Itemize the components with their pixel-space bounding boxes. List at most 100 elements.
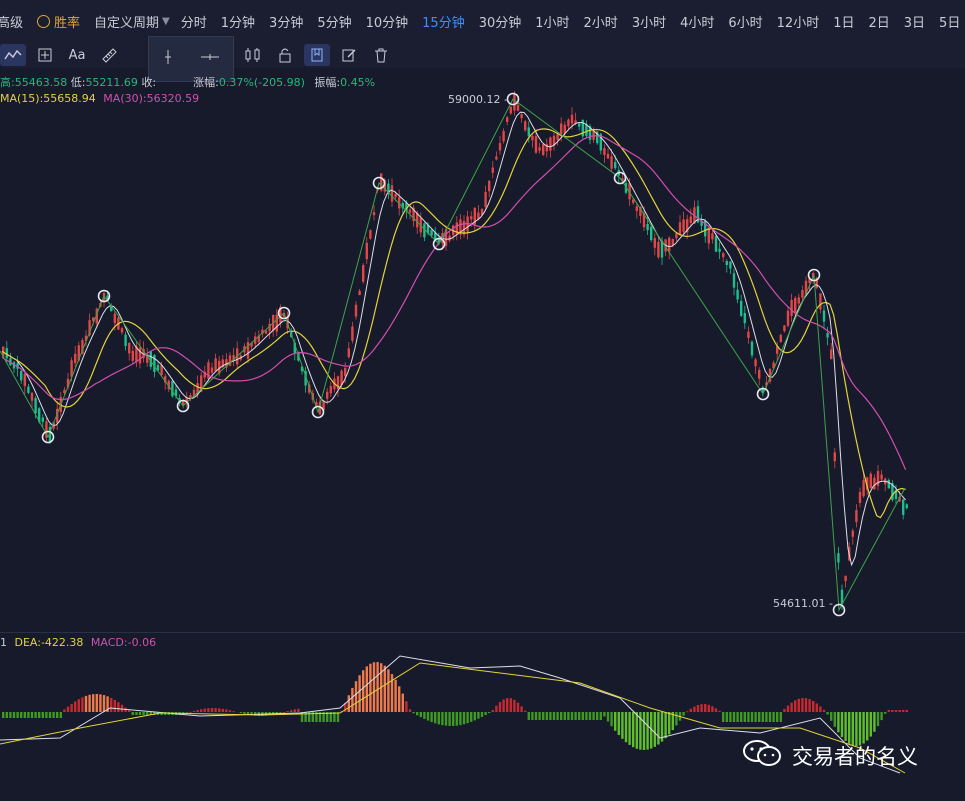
macd-bar	[632, 712, 635, 748]
amp-value: 0.45%	[340, 76, 376, 89]
macd-bar	[318, 712, 322, 722]
macd-bar	[38, 712, 41, 718]
macd-bar	[894, 710, 898, 712]
macd-bar	[585, 712, 588, 720]
macd-bar	[858, 712, 862, 746]
macd-bar	[495, 705, 498, 712]
macd-bar	[642, 712, 646, 750]
macd-bar	[200, 709, 203, 712]
macd-bar	[423, 712, 426, 719]
macd-bar	[696, 705, 700, 712]
macd-bar	[527, 712, 530, 720]
macd-bar	[387, 669, 390, 712]
macd-bar	[84, 695, 88, 712]
period-tab-label: 1分钟	[220, 15, 256, 31]
macd-bar	[142, 712, 145, 715]
period-tab-15[interactable]: 12小时	[770, 12, 827, 31]
period-tab-19[interactable]: 5日	[932, 12, 965, 31]
period-tab-2[interactable]: 自定义周期	[87, 12, 166, 31]
ma30-line	[1, 135, 907, 470]
period-tab-label: 4小时	[680, 15, 715, 31]
macd-bar	[135, 712, 138, 715]
edit-icon[interactable]	[336, 44, 362, 66]
macd-bar	[750, 712, 754, 722]
period-tab-5[interactable]: 3分钟	[262, 12, 310, 31]
period-tab-label: 胜率	[54, 15, 81, 31]
macd-bar	[394, 679, 397, 712]
period-tab-8[interactable]: 15分钟	[415, 12, 472, 31]
macd-bar	[430, 712, 433, 723]
macd-readout: 1 DEA:-422.38 MACD:-0.06	[0, 636, 156, 649]
macd-bar	[812, 700, 815, 712]
macd-bar	[99, 694, 102, 712]
macd-bar	[509, 698, 512, 712]
period-tab-17[interactable]: 2日	[861, 12, 896, 31]
period-tab-6[interactable]: 5分钟	[310, 12, 358, 31]
macd-bar	[542, 712, 545, 720]
period-tab-16[interactable]: 1日	[826, 12, 861, 31]
macd-bar	[660, 712, 664, 742]
period-tab-18[interactable]: 3日	[897, 12, 932, 31]
macd-bar	[333, 712, 336, 722]
candlestick-chart[interactable]: 59000.12 - 54611.01 -	[0, 68, 965, 801]
period-tab-11[interactable]: 2小时	[577, 12, 625, 31]
period-tab-10[interactable]: 1小时	[528, 12, 576, 31]
period-tab-4[interactable]: 1分钟	[214, 12, 262, 31]
macd-bar	[592, 712, 595, 720]
line-tool-popup	[148, 36, 234, 82]
candle-icon[interactable]	[240, 44, 266, 66]
macd-bar	[473, 712, 476, 721]
macd-bar	[822, 709, 826, 712]
period-tab-7[interactable]: 10分钟	[359, 12, 416, 31]
macd-bar	[552, 712, 556, 720]
horizontal-line-icon[interactable]	[199, 50, 221, 68]
crosshair-icon[interactable]	[32, 44, 58, 66]
macd-bar	[315, 712, 318, 722]
period-tab-1[interactable]: 胜率	[30, 12, 87, 31]
pane-divider[interactable]	[0, 632, 965, 633]
macd-bar	[110, 697, 113, 712]
period-toolbar: 高级 胜率 自定义周期 ▼ 分时 1分钟 3分钟 5分钟 10分钟 15分钟 30分钟 1小时 2小时 3…	[0, 0, 965, 42]
indicator-icon[interactable]	[0, 44, 26, 66]
macd-bar	[729, 712, 732, 722]
macd-bar	[740, 712, 743, 722]
macd-bar	[596, 712, 599, 720]
macd-bar	[398, 686, 401, 712]
macd-bar	[624, 712, 628, 743]
text-icon[interactable]: Aa	[64, 44, 90, 66]
macd-bar	[819, 706, 822, 712]
period-tab-13[interactable]: 4小时	[673, 12, 721, 31]
macd-bar	[563, 712, 566, 720]
macd-bar	[657, 712, 660, 745]
period-tab-14[interactable]: 6小时	[721, 12, 769, 31]
period-tab-9[interactable]: 30分钟	[472, 12, 529, 31]
macd-bar	[837, 712, 840, 733]
ruler-icon[interactable]	[96, 44, 122, 66]
period-tab-label: 3日	[903, 15, 926, 31]
trash-icon[interactable]	[368, 44, 394, 66]
bookmark-icon[interactable]	[304, 44, 330, 66]
macd-bar	[884, 712, 887, 714]
macd-bar	[300, 712, 304, 722]
macd-bar	[578, 712, 581, 720]
text-tool-label: Aa	[68, 47, 86, 63]
period-tab-12[interactable]: 3小时	[625, 12, 673, 31]
macd-bar	[419, 712, 422, 718]
chevron-down-icon[interactable]: ▼	[162, 15, 170, 27]
macd-bar	[581, 712, 584, 720]
macd-bar	[228, 710, 232, 712]
macd-bar	[185, 712, 188, 713]
period-tab-0[interactable]: 高级	[0, 12, 30, 31]
macd-bar	[30, 712, 34, 718]
macd-bar	[106, 696, 109, 712]
macd-bar	[102, 695, 106, 712]
period-tab-3[interactable]: 分时	[174, 12, 214, 31]
macd-bar	[459, 712, 462, 726]
macd-bar	[880, 712, 883, 721]
period-tab-label: 2日	[868, 15, 890, 31]
zigzag-pivot	[506, 92, 520, 106]
macd-bar	[401, 693, 404, 712]
vertical-line-icon[interactable]	[161, 48, 175, 70]
macd-bar	[308, 712, 311, 722]
lock-icon[interactable]	[272, 44, 298, 66]
